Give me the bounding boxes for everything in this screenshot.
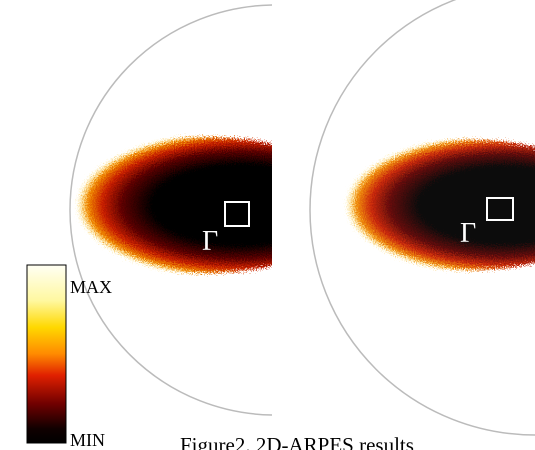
colorbar-min: MIN — [70, 430, 105, 450]
intensity-map — [55, 137, 272, 273]
right-panel: Γ — [309, 0, 535, 436]
marker-box — [224, 201, 250, 227]
gamma-label: Γ — [460, 218, 476, 249]
colorbar-max: MAX — [70, 277, 112, 297]
detector-circle — [309, 0, 535, 436]
caption: Figure2. 2D-ARPES results — [180, 433, 414, 450]
intensity-map — [325, 140, 535, 270]
marker-box — [486, 197, 514, 221]
left-panel: Γ — [55, 4, 272, 416]
gamma-label: Γ — [202, 226, 218, 257]
colorbar — [26, 264, 67, 444]
